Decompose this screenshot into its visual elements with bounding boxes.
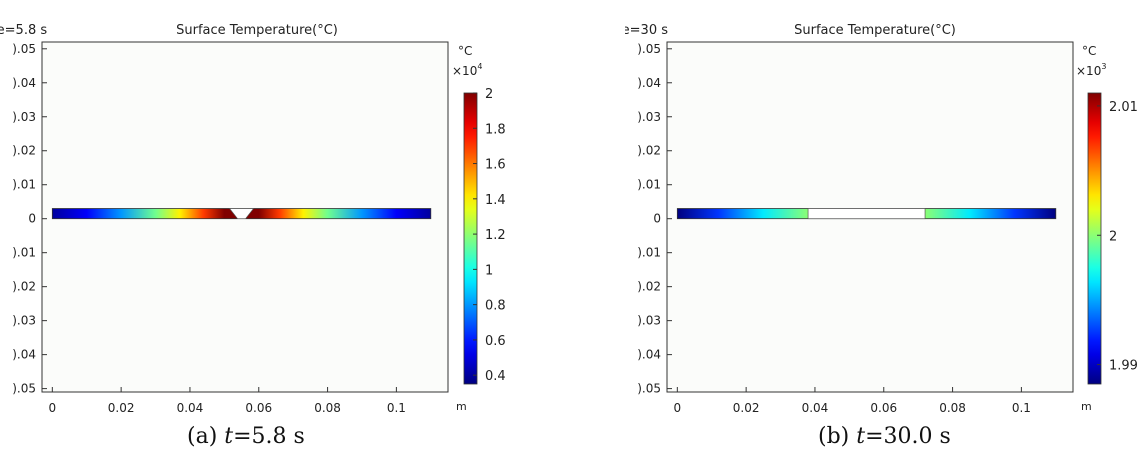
y-tick-label: ).02 [637, 144, 661, 158]
y-tick-label: ).04 [12, 348, 36, 362]
colorbar-tick-label: 1.2 [485, 228, 506, 243]
x-unit-label: m [1081, 400, 1092, 413]
time-label: me=30 s [625, 23, 668, 38]
time-label: me=5.8 s [0, 23, 47, 38]
colorbar-tick-label: 0.4 [485, 369, 506, 384]
x-tick-label: 0 [674, 401, 682, 415]
colorbar-tick-label: 1.99 [1109, 359, 1138, 374]
colorbar [463, 92, 478, 385]
caption-a: (a) t=5.8 s [187, 424, 305, 449]
colorbar-tick-label: 2 [485, 87, 493, 102]
colorbar-unit: °C [458, 44, 472, 58]
colorbar-tick-label: 2 [1109, 229, 1117, 244]
colorbar [1087, 92, 1102, 385]
caption-a-var: t [224, 424, 234, 449]
x-tick-label: 0.06 [870, 401, 897, 415]
colorbar-tick-label: 1 [485, 263, 493, 278]
colorbar-scale-base: ×10 [452, 64, 477, 78]
x-tick-label: 0.1 [1012, 401, 1031, 415]
colorbar-tick-label: 2.01 [1109, 100, 1138, 115]
x-tick-label: 0.04 [802, 401, 829, 415]
y-tick-label: ).03 [637, 314, 661, 328]
chart-a-svg: me=5.8 s Surface Temperature(°C) ).05 ).04)… [0, 23, 506, 415]
y-tick-label: ).04 [637, 348, 661, 362]
caption-b-prefix: (b) [818, 424, 857, 449]
y-tick-label: ).03 [12, 110, 36, 124]
y-tick-label: ).05 [12, 382, 36, 396]
colorbar-scale-exp: 3 [1101, 62, 1106, 71]
colorbar-tick-label: 1.8 [485, 122, 506, 137]
y-tick-label: ).02 [12, 280, 36, 294]
panel-b: me=30 s Surface Temperature(°C) ).05 ).04).… [609, 0, 1147, 461]
melted-notch [228, 208, 255, 220]
y-tick-label: ).03 [637, 110, 661, 124]
x-tick-label: 0.08 [314, 401, 341, 415]
melted-gap [807, 208, 926, 220]
chart-title: Surface Temperature(°C) [794, 23, 956, 38]
y-tick-label: ).05 [637, 382, 661, 396]
colorbar-scale-base: ×10 [1076, 64, 1101, 78]
y-tick-label: 0 [28, 212, 36, 226]
colorbar-scale: ×104 [452, 62, 482, 78]
x-tick-label: 0 [49, 401, 57, 415]
y-tick-label: ).01 [12, 246, 36, 260]
caption-a-prefix: (a) [187, 424, 225, 449]
y-tick-label: ).05 [637, 42, 661, 56]
x-unit-label: m [456, 400, 467, 413]
y-tick-label: ).04 [12, 76, 36, 90]
y-tick-label: ).01 [637, 246, 661, 260]
colorbar-unit: °C [1082, 44, 1096, 58]
colorbar-scale-exp: 4 [477, 62, 482, 71]
y-tick-label: ).01 [637, 178, 661, 192]
colorbar-scale: ×103 [1076, 62, 1106, 78]
y-tick-label: ).02 [12, 144, 36, 158]
colorbar-tick-label: 0.8 [485, 299, 506, 314]
panel-a: me=5.8 s Surface Temperature(°C) ).05 ).04)… [0, 0, 560, 461]
caption-b-var: t [856, 424, 866, 449]
colorbar-tick-label: 1.4 [485, 193, 506, 208]
y-tick-label: ).02 [637, 280, 661, 294]
chart-b-svg: me=30 s Surface Temperature(°C) ).05 ).04).… [609, 23, 1138, 415]
x-tick-label: 0.02 [733, 401, 760, 415]
colorbar-tick-label: 1.6 [485, 158, 506, 173]
x-tick-label: 0.1 [387, 401, 406, 415]
x-tick-label: 0.06 [245, 401, 272, 415]
y-tick-label: ).04 [637, 76, 661, 90]
y-tick-label: ).01 [12, 178, 36, 192]
y-tick-label: ).05 [12, 42, 36, 56]
caption-b-suffix: =30.0 s [865, 424, 951, 449]
x-tick-label: 0.02 [108, 401, 135, 415]
y-tick-label: ).03 [12, 314, 36, 328]
x-tick-label: 0.04 [177, 401, 204, 415]
y-tick-label: 0 [653, 212, 661, 226]
x-tick-label: 0.08 [939, 401, 966, 415]
chart-title: Surface Temperature(°C) [176, 23, 338, 38]
caption-b: (b) t=30.0 s [818, 424, 951, 449]
caption-a-suffix: =5.8 s [233, 424, 305, 449]
colorbar-tick-label: 0.6 [485, 334, 506, 349]
